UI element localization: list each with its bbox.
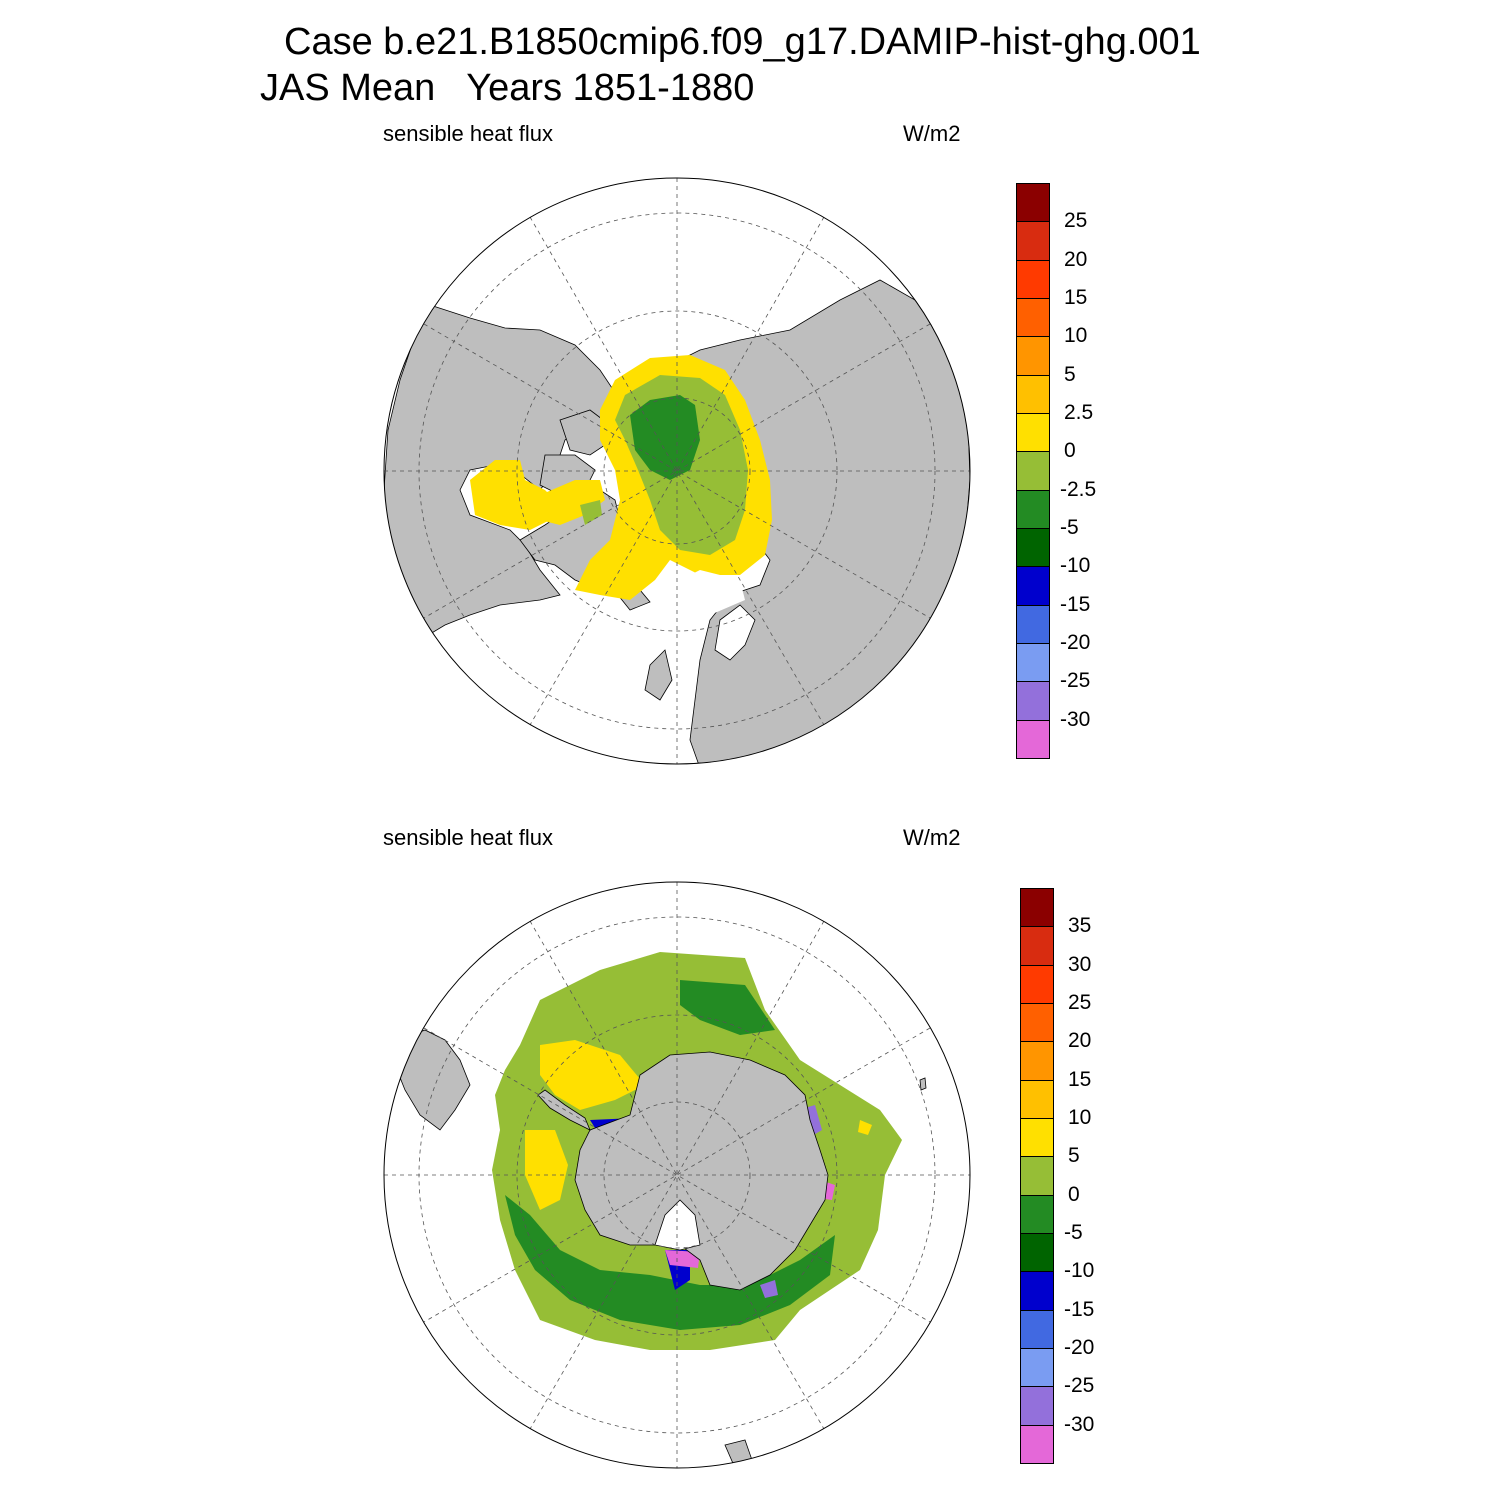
south-colorbar-label: 25	[1068, 991, 1092, 1014]
north-colorbar-label: -2.5	[1060, 477, 1097, 501]
north-colorbar-label: -20	[1060, 631, 1091, 654]
south-colorbar-box	[1020, 1041, 1054, 1081]
north-colorbar: 25 20 15 10 5 2.5 0 -2.5 -5 -10 -15 -20 -25 -30	[1016, 183, 1136, 759]
north-colorbar-box	[1016, 413, 1050, 453]
north-colorbar-label: -5	[1060, 516, 1079, 539]
north-colorbar-box	[1016, 298, 1050, 338]
south-colorbar-label: -25	[1064, 1374, 1095, 1398]
north-colorbar-box	[1016, 528, 1050, 568]
arctic-darkgreen-core	[630, 395, 700, 480]
north-colorbar-label: 15	[1064, 286, 1088, 309]
north-colorbar-box	[1016, 451, 1050, 491]
north-colorbar-box	[1016, 221, 1050, 261]
north-colorbar-label: 10	[1064, 324, 1088, 348]
south-colorbar-box	[1020, 926, 1054, 966]
north-units-label: W/m2	[903, 121, 961, 146]
south-colorbar-box	[1020, 1194, 1054, 1234]
figure-title-line-1: Case b.e21.B1850cmip6.f09_g17.DAMIP-hist…	[284, 21, 1201, 63]
north-left-label: sensible heat flux	[383, 121, 553, 146]
south-left-label: sensible heat flux	[383, 825, 553, 850]
south-colorbar-label: 20	[1068, 1029, 1092, 1053]
antarctica-land	[574, 1051, 829, 1291]
south-colorbar-box	[1020, 964, 1054, 1004]
north-colorbar-box	[1016, 259, 1050, 299]
south-colorbar-box	[1020, 1271, 1054, 1311]
south-colorbar-box	[1020, 888, 1054, 928]
south-units-label: W/m2	[903, 825, 961, 850]
north-colorbar-label: -25	[1060, 669, 1091, 693]
north-colorbar-label: -30	[1060, 707, 1091, 731]
south-colorbar-label: -10	[1064, 1259, 1095, 1283]
south-colorbar-label: 30	[1068, 952, 1092, 976]
south-colorbar-label: 0	[1068, 1182, 1080, 1206]
north-colorbar-label: 2.5	[1064, 401, 1094, 424]
south-colorbar-label: -15	[1064, 1297, 1095, 1321]
south-colorbar-box	[1020, 1424, 1054, 1464]
north-colorbar-box	[1016, 566, 1050, 606]
north-colorbar-box	[1016, 719, 1050, 759]
south-colorbar-box	[1020, 1233, 1054, 1273]
south-colorbar-label: 35	[1068, 914, 1092, 938]
north-colorbar-label: 25	[1064, 209, 1088, 233]
north-colorbar-box	[1016, 643, 1050, 683]
southern-ocean-yellow-region	[540, 1040, 645, 1110]
north-colorbar-box	[1016, 183, 1050, 223]
south-colorbar-box	[1020, 1348, 1054, 1388]
north-colorbar-label: 5	[1064, 362, 1076, 386]
north-colorbar-box	[1016, 489, 1050, 529]
south-colorbar-box	[1020, 1309, 1054, 1349]
south-colorbar-box	[1020, 1386, 1054, 1426]
south-colorbar-label: -5	[1064, 1221, 1083, 1244]
south-colorbar-label: -30	[1064, 1412, 1095, 1436]
south-colorbar-box	[1020, 1118, 1054, 1158]
north-colorbar-box	[1016, 336, 1050, 376]
north-colorbar-label: 20	[1064, 247, 1088, 271]
south-colorbar-box	[1020, 1079, 1054, 1119]
north-polar-map	[383, 177, 971, 765]
south-polar-map	[383, 881, 971, 1469]
north-colorbar-box	[1016, 374, 1050, 414]
north-colorbar-box	[1016, 681, 1050, 721]
southern-ocean-darkgreen-band	[505, 1195, 835, 1330]
south-colorbar-label: 5	[1068, 1144, 1080, 1168]
south-colorbar: 35 30 25 20 15 10 5 0 -5 -10 -15 -20 -25 -30	[1020, 888, 1140, 1464]
north-colorbar-box	[1016, 604, 1050, 644]
south-colorbar-label: 10	[1068, 1106, 1092, 1129]
south-colorbar-box	[1020, 1003, 1054, 1043]
north-colorbar-label: 0	[1064, 439, 1076, 463]
south-colorbar-label: 15	[1068, 1067, 1092, 1091]
south-colorbar-label: -20	[1064, 1336, 1095, 1359]
figure-title-line-2: JAS Mean Years 1851-1880	[260, 67, 755, 109]
south-colorbar-box	[1020, 1156, 1054, 1196]
north-colorbar-label: -15	[1060, 592, 1091, 616]
north-colorbar-label: -10	[1060, 554, 1091, 578]
